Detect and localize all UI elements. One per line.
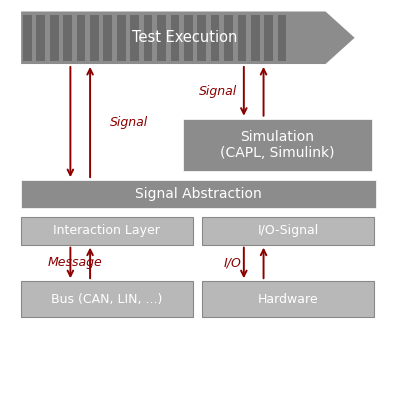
FancyBboxPatch shape (130, 15, 139, 61)
Text: Signal Abstraction: Signal Abstraction (135, 187, 262, 201)
FancyBboxPatch shape (37, 15, 45, 61)
FancyBboxPatch shape (77, 15, 85, 61)
FancyBboxPatch shape (278, 15, 286, 61)
FancyBboxPatch shape (21, 281, 193, 317)
FancyBboxPatch shape (170, 15, 179, 61)
FancyBboxPatch shape (63, 15, 72, 61)
Text: Test Execution: Test Execution (132, 30, 237, 45)
FancyBboxPatch shape (117, 15, 125, 61)
Text: I/O: I/O (224, 256, 242, 269)
FancyBboxPatch shape (264, 15, 273, 61)
FancyBboxPatch shape (21, 217, 193, 245)
FancyBboxPatch shape (184, 15, 193, 61)
Text: Hardware: Hardware (258, 293, 318, 306)
FancyBboxPatch shape (197, 15, 206, 61)
FancyBboxPatch shape (202, 217, 374, 245)
Text: Signal: Signal (198, 85, 237, 98)
FancyBboxPatch shape (251, 15, 260, 61)
Text: Message: Message (48, 256, 103, 269)
FancyBboxPatch shape (23, 15, 32, 61)
FancyBboxPatch shape (50, 15, 58, 61)
FancyBboxPatch shape (157, 15, 166, 61)
FancyBboxPatch shape (104, 15, 112, 61)
FancyBboxPatch shape (224, 15, 233, 61)
Text: Bus (CAN, LIN, ...): Bus (CAN, LIN, ...) (51, 293, 162, 306)
FancyBboxPatch shape (202, 281, 374, 317)
FancyArrow shape (21, 11, 355, 64)
FancyBboxPatch shape (237, 15, 246, 61)
Text: Simulation
(CAPL, Simulink): Simulation (CAPL, Simulink) (220, 130, 335, 160)
FancyBboxPatch shape (183, 118, 372, 171)
Text: Interaction Layer: Interaction Layer (54, 225, 160, 238)
FancyBboxPatch shape (90, 15, 99, 61)
Text: Signal: Signal (110, 116, 148, 129)
Text: I/O-Signal: I/O-Signal (258, 225, 319, 238)
FancyBboxPatch shape (21, 180, 376, 208)
FancyBboxPatch shape (144, 15, 152, 61)
FancyBboxPatch shape (211, 15, 220, 61)
